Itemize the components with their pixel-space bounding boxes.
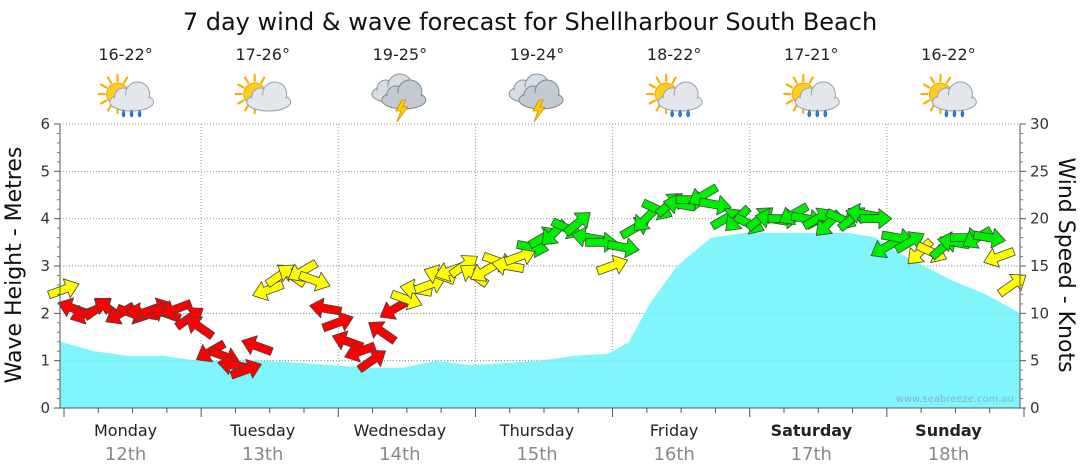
y-tick-label-left: 5 — [40, 162, 50, 180]
sun-cloud-icon — [234, 73, 292, 115]
wave-layer — [60, 232, 1020, 408]
wind-arrow — [185, 316, 216, 340]
y-tick-label-left: 1 — [40, 352, 50, 370]
temperature-range: 17-26° — [235, 45, 290, 64]
day-name-label: Wednesday — [354, 421, 447, 440]
day-date-label: 17th — [791, 444, 832, 465]
wind-arrow — [252, 280, 285, 301]
y-tick-label-left: 6 — [40, 115, 50, 133]
day-name-label: Saturday — [771, 421, 853, 440]
day-name-label: Monday — [94, 421, 157, 440]
day-date-label: 15th — [516, 444, 557, 465]
axes-layer: 0 1 2 3 4 5 6 0 5 10 15 20 25 30 — [40, 115, 1049, 417]
chart-title: 7 day wind & wave forecast for Shellharb… — [183, 8, 877, 36]
wind-arrow — [698, 194, 732, 216]
wind-arrow — [859, 208, 893, 230]
day-date-label: 12th — [105, 444, 146, 465]
wind-arrow — [321, 311, 354, 333]
y-tick-label-left: 2 — [40, 304, 50, 322]
wind-arrow — [997, 274, 1027, 298]
temperature-range: 17-21° — [784, 45, 839, 64]
thunderstorm-icon — [508, 73, 564, 123]
y-tick-label-left: 3 — [40, 257, 50, 275]
day-name-label: Thursday — [499, 421, 574, 440]
y-axis-label-right: Wind Speed - Knots — [1053, 157, 1078, 372]
temperature-range: 16-22° — [921, 45, 976, 64]
wind-arrow — [241, 335, 274, 356]
y-tick-label-right: 20 — [1030, 210, 1049, 228]
day-name-label: Friday — [650, 421, 699, 440]
wind-arrow — [331, 330, 365, 351]
sun-cloud-rain-icon — [783, 73, 840, 118]
wind-arrow — [309, 297, 343, 319]
y-axis-label-left: Wave Height - Metres — [2, 147, 27, 384]
wind-arrow — [344, 341, 377, 363]
x-axis-day-labels: Monday 12th Tuesday 13th Wednesday 14th Thursd… — [94, 421, 982, 465]
y-tick-label-right: 0 — [1030, 399, 1040, 417]
y-tick-label-left: 4 — [40, 210, 50, 228]
wind-arrow — [368, 321, 398, 345]
wind-arrow — [229, 358, 262, 380]
wind-arrow — [606, 237, 640, 259]
thunderstorm-icon — [371, 73, 427, 123]
temperature-range: 19-25° — [373, 45, 428, 64]
day-name-label: Sunday — [915, 421, 982, 440]
wind-arrow — [972, 228, 1006, 249]
temperature-range: 18-22° — [647, 45, 702, 64]
day-date-label: 14th — [379, 444, 420, 465]
wave-height-area — [60, 232, 1020, 408]
wind-arrow — [356, 349, 386, 373]
day-date-label: 16th — [653, 444, 694, 465]
temperature-range: 19-24° — [510, 45, 565, 64]
wind-arrow — [47, 278, 80, 299]
sun-cloud-rain-icon — [97, 73, 155, 118]
wind-arrow — [983, 247, 1016, 268]
y-tick-label-right: 25 — [1030, 162, 1049, 180]
y-tick-label-right: 10 — [1030, 304, 1049, 322]
wind-arrow — [893, 231, 925, 254]
sun-cloud-rain-icon — [646, 73, 703, 118]
day-name-label: Tuesday — [229, 421, 295, 440]
y-tick-label-left: 0 — [40, 399, 50, 417]
y-tick-label-right: 30 — [1030, 115, 1049, 133]
temperature-range: 16-22° — [98, 45, 153, 64]
day-date-label: 18th — [928, 444, 969, 465]
wind-arrow — [562, 212, 591, 237]
day-date-label: 13th — [242, 444, 283, 465]
watermark: www.seabreeze.com.au — [896, 394, 1014, 405]
y-tick-label-right: 15 — [1030, 257, 1049, 275]
wind-arrow — [298, 270, 331, 292]
wind-arrow — [160, 299, 193, 320]
y-tick-label-right: 5 — [1030, 352, 1040, 370]
wind-layer — [47, 183, 1027, 380]
weather-row: 16-22° 17-26° 19-25° 19-24° 18-22° 17-21° 16-2… — [97, 45, 977, 123]
wind-arrow — [595, 254, 628, 276]
sun-cloud-rain-icon — [920, 73, 977, 118]
